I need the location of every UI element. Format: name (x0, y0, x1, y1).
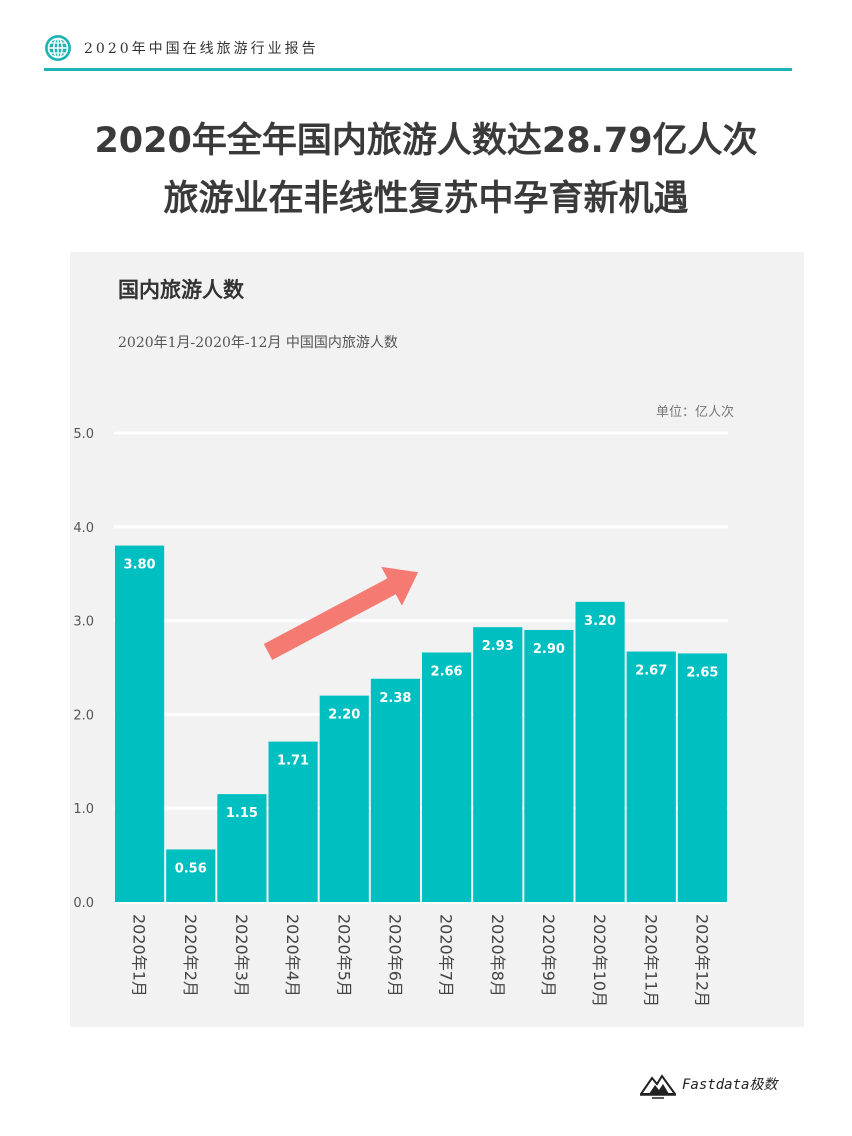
headline-line-2: 旅游业在非线性复苏中孕育新机遇 (163, 179, 689, 219)
report-title: 2020年中国在线旅游行业报告 (84, 41, 319, 57)
y-tick-label: 2.0 (73, 708, 94, 723)
bar (217, 794, 267, 902)
report-header: 2020年中国在线旅游行业报告 (44, 32, 792, 72)
y-tick-label: 3.0 (73, 615, 94, 630)
x-tick-label: 2020年10月 (590, 914, 609, 1007)
headline-line-1: 2020年全年国内旅游人数达28.79亿人次 (94, 121, 758, 161)
data-label: 3.80 (124, 558, 156, 573)
x-tick-label: 2020年7月 (437, 914, 456, 997)
data-label: 2.20 (328, 708, 360, 723)
unit-label: 单位：亿人次 (655, 405, 734, 420)
data-label: 1.15 (226, 806, 258, 821)
globe-icon (45, 35, 71, 61)
bar (575, 601, 625, 902)
x-tick-label: 2020年6月 (385, 914, 404, 997)
chart-subtitle: 2020年1月-2020年-12月 中国国内旅游人数 (118, 335, 398, 351)
x-tick-label: 2020年4月 (283, 914, 302, 997)
mountain-logo-icon (640, 1074, 676, 1099)
data-label: 0.56 (175, 861, 207, 876)
trend-arrow-icon (263, 566, 419, 660)
data-label: 3.20 (584, 614, 616, 629)
data-label: 2.65 (686, 665, 718, 680)
x-tick-label: 2020年11月 (641, 914, 660, 1007)
data-label: 2.38 (379, 691, 411, 706)
bar (473, 627, 523, 902)
x-tick-label: 2020年1月 (130, 914, 149, 997)
bar (626, 651, 676, 902)
chart-title: 国内旅游人数 (118, 278, 244, 302)
x-tick-label: 2020年9月 (539, 914, 558, 997)
data-label: 2.67 (635, 664, 667, 679)
y-tick-label: 4.0 (73, 521, 94, 536)
trend-arrow-shape (263, 566, 419, 660)
chart-panel: 国内旅游人数 2020年1月-2020年-12月 中国国内旅游人数 单位：亿人次… (70, 252, 804, 1027)
y-tick-label: 1.0 (73, 802, 94, 817)
bar (319, 695, 369, 902)
y-tick-label: 0.0 (73, 896, 94, 911)
logo-text: Fastdata极数 (682, 1077, 778, 1093)
data-label: 2.90 (533, 642, 565, 657)
bar (422, 652, 472, 902)
bar (115, 545, 165, 902)
x-tick-label: 2020年8月 (488, 914, 507, 997)
x-tick-label: 2020年3月 (232, 914, 251, 997)
data-label: 2.66 (431, 664, 463, 679)
footer-logo: Fastdata极数 (640, 1068, 790, 1102)
bar-chart: 0.0 1.0 2.0 3.0 4.0 5.0 3.80 0.56 1.15 1.71 2.20 2.… (73, 427, 728, 1007)
bar (166, 849, 216, 902)
page-headline: 2020年全年国内旅游人数达28.79亿人次 旅游业在非线性复苏中孕育新机遇 (0, 112, 852, 228)
bar (677, 653, 727, 902)
data-label: 2.93 (482, 639, 514, 654)
y-tick-label: 5.0 (73, 427, 94, 442)
x-tick-label: 2020年12月 (692, 914, 711, 1007)
bar (524, 629, 574, 902)
bar (370, 678, 420, 902)
x-tick-label: 2020年5月 (334, 914, 353, 997)
x-tick-label: 2020年2月 (181, 914, 200, 997)
bar (268, 741, 318, 902)
header-divider (44, 68, 792, 71)
data-label: 1.71 (277, 754, 309, 769)
